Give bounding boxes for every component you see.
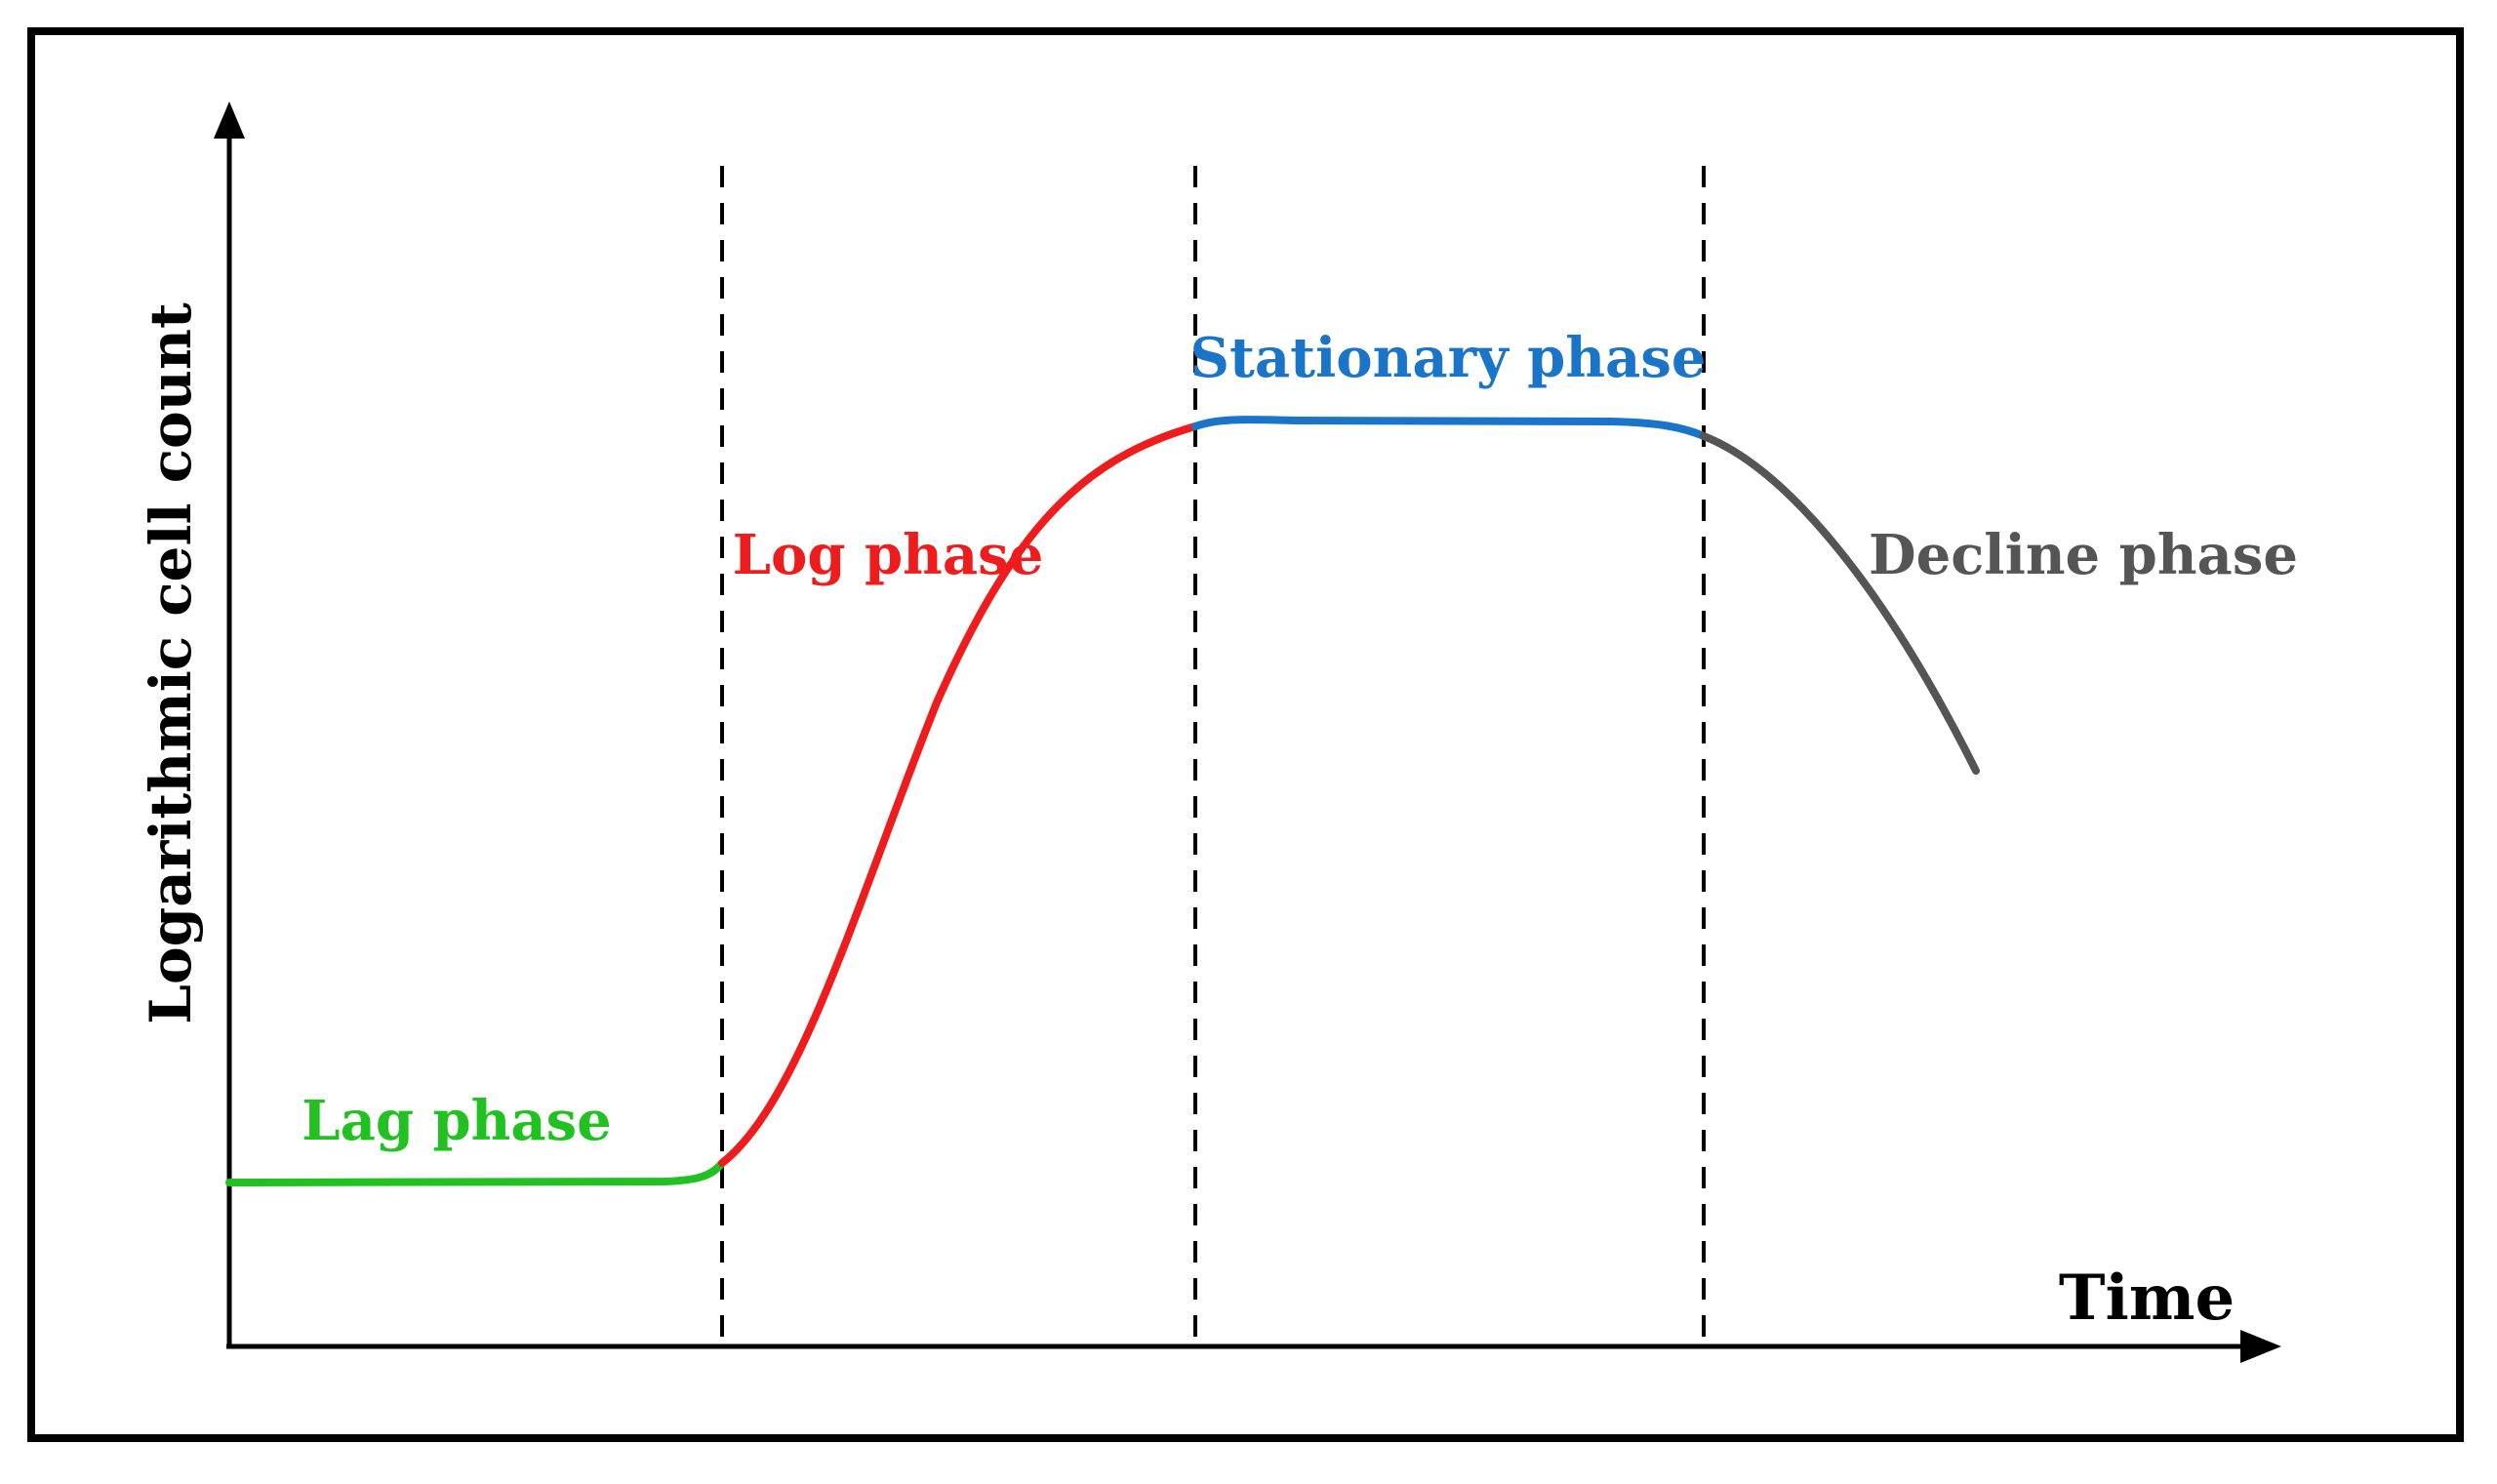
y-axis-label: Logarithmic cell count: [138, 302, 204, 1024]
decline-phase-curve: [1700, 432, 1980, 775]
figure-frame: [27, 27, 2464, 1442]
log-phase-label: Log phase: [733, 523, 1044, 587]
decline-phase-label: Decline phase: [1869, 523, 2298, 587]
x-axis-arrow: [2240, 1330, 2281, 1363]
stationary-phase-label: Stationary phase: [1190, 326, 1707, 390]
x-axis-label: Time: [2059, 1262, 2235, 1335]
y-axis-arrow: [214, 101, 245, 139]
lag-phase-curve: [225, 1159, 726, 1186]
stationary-phase-curve: [1191, 416, 1708, 440]
log-phase-curve: [718, 422, 1199, 1167]
lag-phase-label: Lag phase: [302, 1089, 612, 1153]
